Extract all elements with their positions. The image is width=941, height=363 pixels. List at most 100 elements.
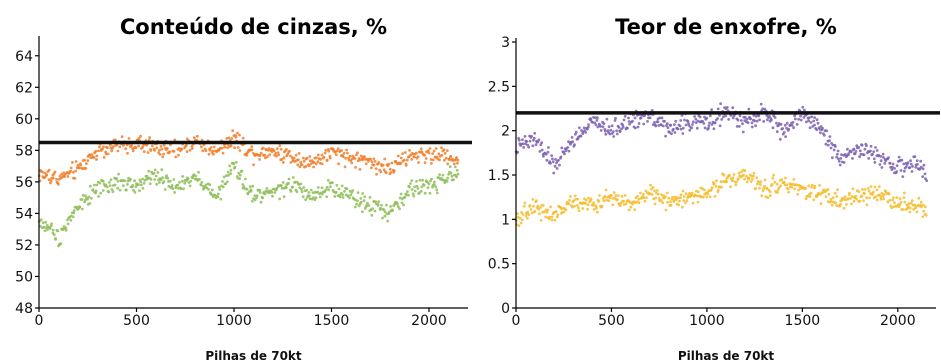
data-point xyxy=(400,201,404,205)
chart-title: Conteúdo de cinzas, % xyxy=(120,15,387,39)
data-point xyxy=(71,161,74,164)
data-point xyxy=(399,161,403,165)
data-point xyxy=(654,124,658,128)
data-point xyxy=(289,190,293,193)
x-tick-label: 1000 xyxy=(216,313,252,329)
data-point xyxy=(706,192,710,196)
data-point xyxy=(812,119,815,123)
data-point xyxy=(173,138,177,142)
data-point xyxy=(225,174,228,178)
data-point xyxy=(676,196,680,200)
data-point xyxy=(146,151,150,154)
data-point xyxy=(382,168,386,172)
data-point xyxy=(46,228,49,232)
data-point xyxy=(890,168,894,172)
data-point xyxy=(380,203,383,207)
data-point xyxy=(455,175,458,179)
data-point xyxy=(422,183,426,187)
data-point xyxy=(387,162,391,166)
data-point xyxy=(48,227,52,230)
data-point xyxy=(670,132,673,136)
data-point xyxy=(921,175,925,179)
data-point xyxy=(385,203,388,207)
data-point xyxy=(752,171,756,175)
data-point xyxy=(108,181,111,184)
data-point xyxy=(826,188,830,191)
data-point xyxy=(200,145,203,149)
data-point xyxy=(846,147,849,151)
data-point xyxy=(857,146,861,149)
data-point xyxy=(168,179,172,183)
data-point xyxy=(617,194,620,198)
data-point xyxy=(631,119,634,123)
data-point xyxy=(85,162,88,166)
data-point xyxy=(435,188,439,192)
data-point xyxy=(827,192,831,196)
data-point xyxy=(835,195,839,198)
data-point xyxy=(291,176,295,179)
data-point xyxy=(154,174,158,178)
data-point xyxy=(275,186,279,190)
data-point xyxy=(238,133,241,137)
data-point xyxy=(846,197,850,201)
data-point xyxy=(289,154,292,158)
data-point xyxy=(660,193,663,197)
data-point xyxy=(137,137,141,140)
data-point xyxy=(398,207,401,211)
data-point xyxy=(731,116,735,120)
data-point xyxy=(165,147,169,150)
data-point xyxy=(636,194,639,198)
y-tick-label: 58 xyxy=(15,143,33,159)
data-point xyxy=(666,191,669,195)
data-point xyxy=(434,185,438,189)
data-point xyxy=(862,153,866,157)
data-point xyxy=(666,200,669,204)
data-point xyxy=(873,161,877,164)
data-point xyxy=(804,187,807,190)
data-point xyxy=(210,188,214,192)
data-point xyxy=(160,147,164,151)
data-point xyxy=(816,121,820,125)
x-axis-label: Pilhas de 70kt xyxy=(205,349,302,363)
data-point xyxy=(691,201,695,205)
data-point xyxy=(142,150,146,154)
data-point xyxy=(620,195,624,198)
data-point xyxy=(755,119,759,123)
data-point xyxy=(443,151,447,155)
data-point xyxy=(787,127,790,131)
data-point xyxy=(188,148,192,152)
data-point xyxy=(428,147,432,150)
data-point xyxy=(851,187,855,191)
data-point xyxy=(543,210,546,214)
data-point xyxy=(265,187,269,190)
data-point xyxy=(180,147,184,151)
data-point xyxy=(162,143,166,147)
data-point xyxy=(234,160,238,164)
data-point xyxy=(558,163,561,167)
data-point xyxy=(554,210,558,214)
data-point xyxy=(755,176,758,180)
data-point xyxy=(679,196,682,200)
data-point xyxy=(98,145,101,149)
data-point xyxy=(191,176,195,180)
data-point xyxy=(371,207,374,211)
data-point xyxy=(440,153,444,157)
data-point xyxy=(564,208,568,212)
data-point xyxy=(54,238,57,241)
data-point xyxy=(266,155,269,159)
data-point xyxy=(381,163,385,167)
data-point xyxy=(584,131,587,134)
data-point xyxy=(813,184,817,188)
data-point xyxy=(736,118,740,122)
data-point xyxy=(363,155,366,159)
data-point xyxy=(287,177,291,181)
data-point xyxy=(821,191,825,194)
data-point xyxy=(221,180,224,183)
data-point xyxy=(622,203,626,206)
data-point xyxy=(319,158,322,161)
data-point xyxy=(627,116,630,120)
data-point xyxy=(731,179,735,183)
data-point xyxy=(221,185,225,189)
data-point xyxy=(715,179,718,183)
data-point xyxy=(796,192,800,196)
